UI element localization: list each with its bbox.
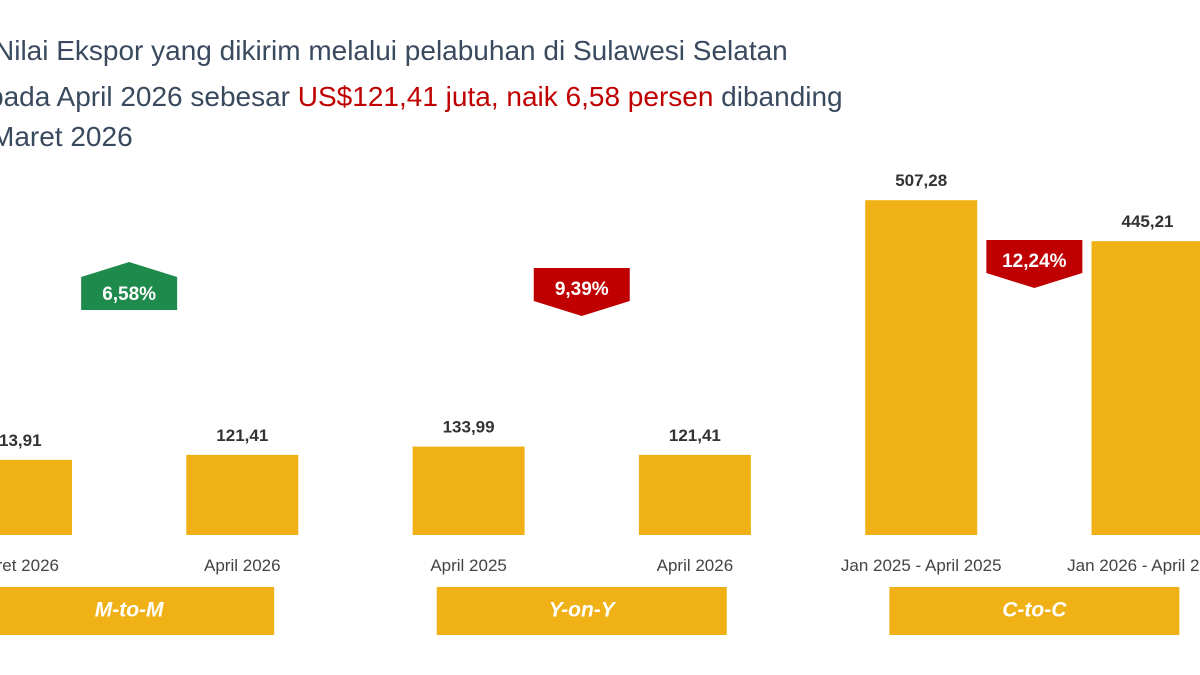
group-label: C-to-C	[1002, 599, 1067, 622]
bar	[0, 459, 72, 535]
title-line: pada April 2026 sebesar US$121,41 juta, …	[0, 81, 843, 112]
x-tick-label: April 2025	[430, 556, 507, 575]
x-tick-label: Jan 2025 - April 2025	[841, 556, 1002, 575]
bar	[1091, 241, 1200, 535]
x-tick-label: Jan 2026 - April 2026	[1067, 556, 1200, 575]
title-line: Nilai Ekspor yang dikirim melalui pelabu…	[0, 35, 788, 66]
title-text: dibanding	[713, 81, 842, 112]
change-label: 12,24%	[1002, 251, 1067, 272]
group-box	[889, 587, 1180, 635]
change-badge	[986, 240, 1083, 288]
group-label: Y-on-Y	[549, 599, 617, 622]
title-text: pada April 2026 sebesar	[0, 81, 298, 112]
change-badge	[81, 262, 178, 310]
bar	[412, 446, 525, 535]
value-label: 113,91	[0, 431, 42, 450]
x-tick-label: April 2026	[204, 556, 281, 575]
bar	[186, 454, 299, 535]
x-tick-label: April 2026	[657, 556, 734, 575]
x-tick-label: Maret 2026	[0, 556, 59, 575]
value-label: 507,28	[895, 171, 947, 190]
bar	[865, 200, 978, 536]
change-label: 9,39%	[555, 279, 609, 300]
value-label: 445,21	[1122, 212, 1174, 231]
group-box	[0, 587, 275, 635]
change-badge	[533, 268, 630, 316]
value-label: 121,41	[216, 426, 268, 445]
change-label: 6,58%	[102, 284, 156, 305]
bar	[638, 454, 751, 535]
title-line: Maret 2026	[0, 121, 133, 152]
value-label: 121,41	[669, 426, 721, 445]
value-label: 133,99	[443, 418, 495, 437]
group-box	[436, 587, 727, 635]
title-highlight: US$121,41 juta, naik 6,58 persen	[298, 81, 714, 112]
group-label: M-to-M	[95, 599, 164, 622]
